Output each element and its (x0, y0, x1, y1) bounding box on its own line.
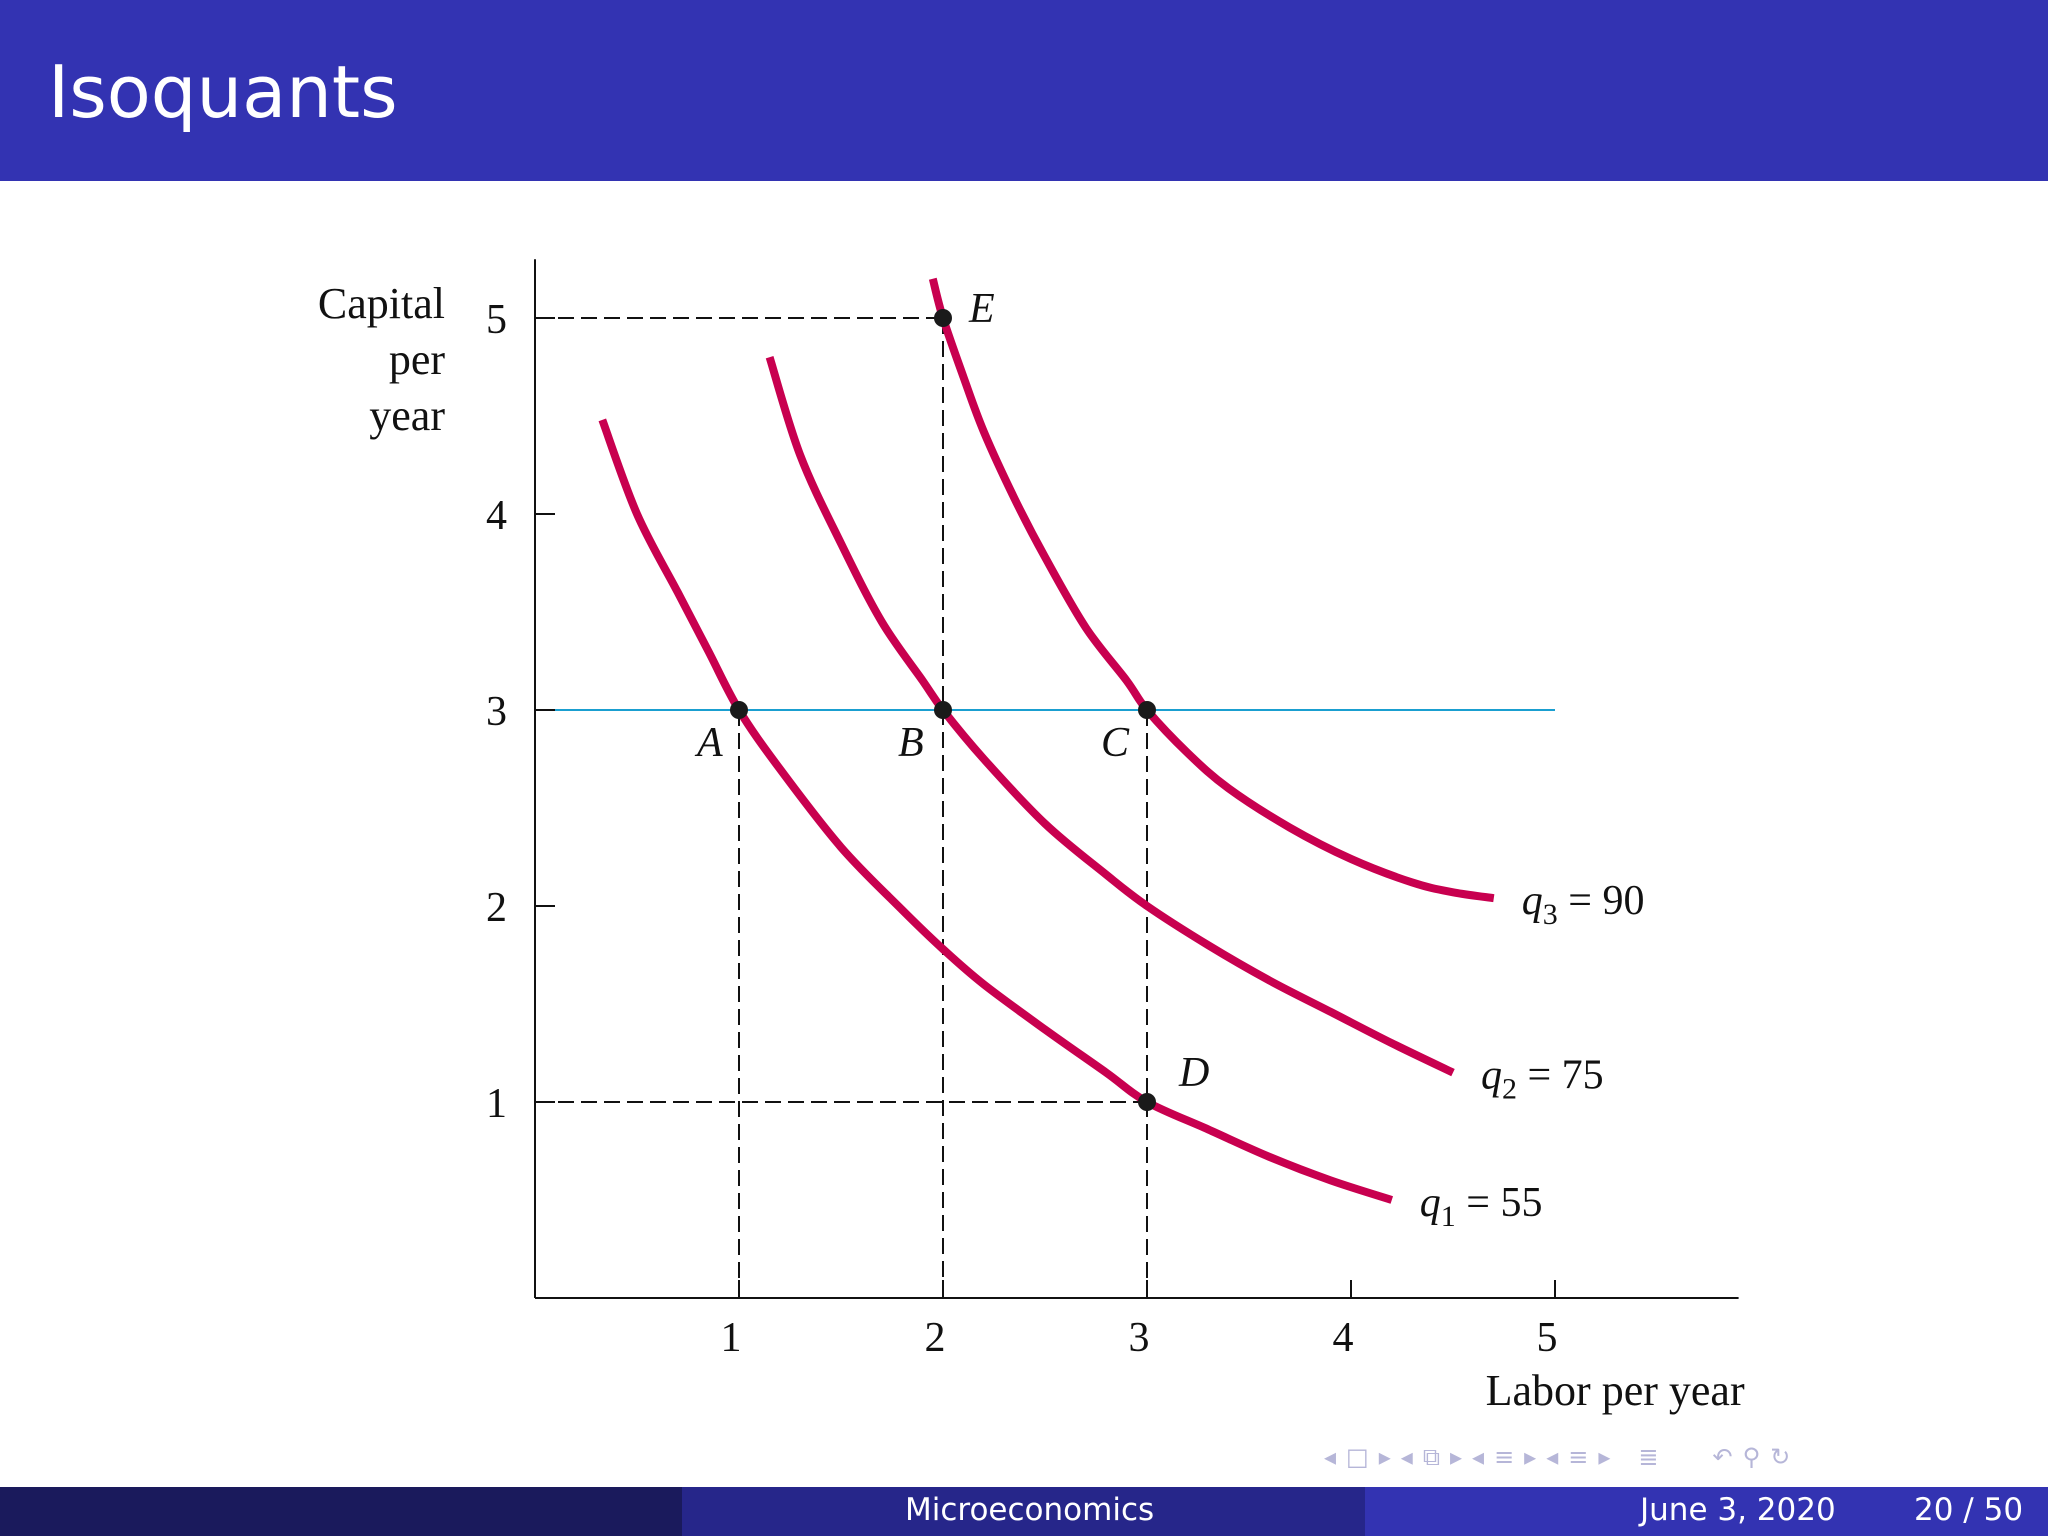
footer-page: 20 / 50 (1914, 1492, 2024, 1528)
point-label-D: D (1178, 1050, 1209, 1096)
isoquant-curves (598, 277, 1495, 1204)
isoquant-line-3 (928, 277, 1495, 903)
y-tick-label: 5 (486, 297, 507, 343)
frame-icon[interactable]: □ (1346, 1443, 1369, 1471)
axes (534, 259, 1739, 1299)
point-E (934, 309, 952, 327)
nav-right-icon[interactable]: ▸ (1378, 1443, 1391, 1471)
series-label-2: q2 = 75 (1481, 1053, 1604, 1106)
series-label-1: q1 = 55 (1420, 1180, 1543, 1233)
subsection-icon[interactable]: ⧉ (1422, 1443, 1440, 1471)
x-tick-label: 4 (1333, 1315, 1354, 1361)
point-B (934, 701, 952, 719)
footer-course: Microeconomics (905, 1492, 1155, 1528)
point-label-B: B (898, 720, 924, 766)
point-D (1138, 1093, 1156, 1111)
point-label-A: A (694, 720, 723, 766)
x-tick-label: 1 (721, 1315, 742, 1361)
dashed-guides (535, 317, 1148, 1298)
y-tick-label: 2 (486, 885, 507, 931)
redo-icon[interactable]: ↻ (1770, 1443, 1791, 1471)
x-tick-label: 5 (1537, 1315, 1558, 1361)
title-bar: Isoquants (0, 0, 2048, 181)
y-axis-label-line: Capital (318, 279, 445, 328)
search-icon[interactable]: ⚲ (1742, 1443, 1761, 1471)
footer-middle: Microeconomics (682, 1487, 1365, 1536)
series-label-3: q3 = 90 (1522, 878, 1645, 931)
toc-icon[interactable]: ≣ (1638, 1443, 1659, 1471)
section-icon[interactable]: ≡ (1568, 1443, 1589, 1471)
y-axis-label-line: year (369, 391, 445, 440)
footer-date: June 3, 2020 (1640, 1492, 1836, 1528)
nav-right-icon[interactable]: ▸ (1524, 1443, 1537, 1471)
nav-right-icon[interactable]: ▸ (1598, 1443, 1611, 1471)
nav-right-icon[interactable]: ▸ (1449, 1443, 1463, 1471)
x-tick-label: 3 (1129, 1315, 1150, 1361)
points (730, 309, 1156, 1111)
y-tick-label: 1 (486, 1081, 507, 1127)
point-C (1138, 701, 1156, 719)
footer: Microeconomics June 3, 2020 20 / 50 (0, 1487, 2048, 1536)
nav-left-icon[interactable]: ◂ (1400, 1443, 1413, 1471)
slide-title: Isoquants (48, 50, 398, 134)
point-label-C: C (1101, 720, 1130, 766)
footer-left (0, 1487, 682, 1536)
nav-left-icon[interactable]: ◂ (1546, 1443, 1559, 1471)
x-tick-label: 2 (925, 1315, 946, 1361)
chart-labels: q1 = 55 q2 = 75 q3 = 90 1 2 3 4 5 1 2 3 4 5 Labor per… (318, 279, 1745, 1415)
point-label-E: E (968, 286, 995, 332)
nav-left-icon[interactable]: ◂ (1324, 1443, 1337, 1471)
y-tick-label: 3 (486, 689, 507, 735)
undo-icon[interactable]: ↶ (1712, 1443, 1733, 1471)
y-tick-label: 4 (486, 493, 507, 539)
footer-right: June 3, 2020 20 / 50 (1365, 1487, 2048, 1536)
nav-left-icon[interactable]: ◂ (1472, 1443, 1485, 1471)
x-axis-label: Labor per year (1486, 1366, 1745, 1415)
y-axis-label-line: per (389, 335, 446, 384)
section-icon[interactable]: ≡ (1494, 1443, 1515, 1471)
beamer-navigation: ◂ □ ▸ ◂ ⧉ ▸ ◂ ≡ ▸ ◂ ≡ ▸ ≣ ↶ ⚲ ↻ (1324, 1440, 2034, 1474)
isoquant-line-1 (598, 418, 1394, 1204)
point-A (730, 701, 748, 719)
isoquant-line-2 (765, 356, 1455, 1077)
